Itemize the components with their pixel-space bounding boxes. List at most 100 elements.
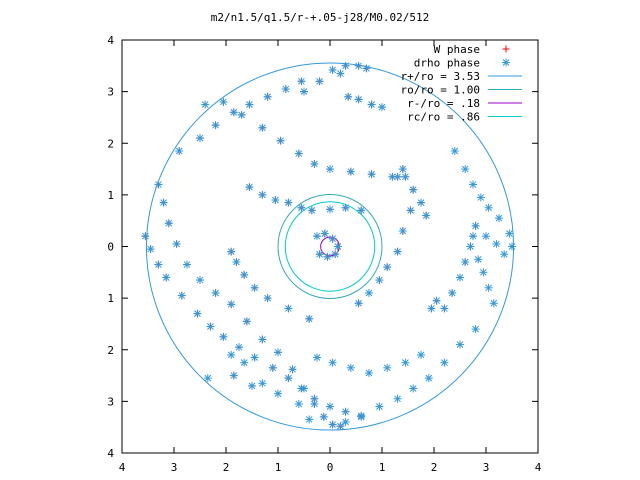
drho-phase-point xyxy=(333,242,342,251)
drho-phase-point xyxy=(175,146,184,155)
x-tick-label: 1 xyxy=(275,461,282,474)
y-tick-label: 1 xyxy=(107,189,114,202)
drho-phase-point xyxy=(328,65,337,74)
x-tick-label: 2 xyxy=(431,461,438,474)
drho-phase-point xyxy=(211,288,220,297)
drho-phase-point xyxy=(237,110,246,119)
y-tick-label: 2 xyxy=(107,344,114,357)
drho-phase-point xyxy=(336,422,345,431)
drho-phase-point xyxy=(461,257,470,266)
drho-phase-point xyxy=(422,211,431,220)
drho-phase-point xyxy=(354,299,363,308)
y-tick-label: 2 xyxy=(107,137,114,150)
drho-phase-point xyxy=(401,172,410,181)
drho-phase-point xyxy=(313,353,321,362)
y-tick-label: 4 xyxy=(107,447,114,460)
drho-phase-point xyxy=(375,402,384,411)
drho-phase-point xyxy=(284,198,293,207)
drho-phase-point xyxy=(367,170,376,179)
drho-phase-point xyxy=(320,229,329,238)
drho-phase-point xyxy=(297,203,306,212)
drho-phase-point xyxy=(323,252,332,261)
drho-phase-point xyxy=(229,371,238,380)
drho-phase-point xyxy=(471,325,480,334)
drho-phase-point xyxy=(341,418,350,427)
drho-phase-point xyxy=(326,165,334,174)
drho-phase-point xyxy=(229,108,238,117)
drho-phase-point xyxy=(310,159,319,168)
drho-phase-point xyxy=(440,358,449,367)
drho-phase-point xyxy=(328,234,337,243)
drho-phase-point xyxy=(479,268,488,277)
drho-phase-point xyxy=(196,134,204,143)
legend-label: drho phase xyxy=(414,57,480,70)
drho-phase-point xyxy=(307,206,316,215)
drho-phase-point xyxy=(245,183,254,192)
drho-phase-point xyxy=(315,77,324,86)
drho-phase-point xyxy=(489,299,498,308)
drho-phase-point xyxy=(183,260,191,269)
drho-phase-point xyxy=(201,100,210,109)
drho-phase-point xyxy=(393,247,402,256)
drho-phase-point xyxy=(326,205,334,214)
drho-phase-point xyxy=(203,374,212,383)
drho-phase-point xyxy=(331,250,340,259)
drho-phase-point xyxy=(196,276,204,285)
drho-phase-series xyxy=(141,61,516,431)
drho-phase-point xyxy=(357,206,366,215)
drho-phase-point xyxy=(248,381,256,390)
drho-phase-point xyxy=(258,335,267,344)
drho-phase-point xyxy=(469,180,477,189)
drho-phase-point xyxy=(154,180,163,189)
drho-phase-point xyxy=(375,276,384,285)
drho-phase-point xyxy=(319,412,328,421)
drho-phase-point xyxy=(284,304,293,313)
drho-phase-point xyxy=(484,283,493,292)
drho-phase-point xyxy=(305,415,314,424)
drho-phase-point xyxy=(294,399,303,408)
drho-phase-point xyxy=(354,95,363,104)
drho-phase-point xyxy=(245,100,254,109)
drho-phase-point xyxy=(326,402,334,411)
drho-phase-point xyxy=(393,172,402,181)
drho-phase-point xyxy=(505,229,514,238)
drho-phase-point xyxy=(300,87,308,96)
drho-phase-point xyxy=(310,394,319,403)
drho-phase-point xyxy=(250,283,259,292)
drho-phase-point xyxy=(263,92,272,101)
chart-title: m2/n1.5/q1.5/r-+.05-j28/M0.02/512 xyxy=(211,11,430,24)
drho-phase-point xyxy=(240,358,249,367)
drho-phase-point xyxy=(159,198,168,207)
drho-phase-point xyxy=(393,394,402,403)
drho-phase-point xyxy=(341,61,350,70)
drho-phase-point xyxy=(398,227,407,236)
drho-phase-point xyxy=(378,103,386,112)
y-tick-label: 3 xyxy=(107,395,114,408)
drho-phase-point xyxy=(250,353,259,362)
drho-phase-point xyxy=(297,384,306,393)
drho-phase-point xyxy=(315,250,324,259)
drho-phase-point xyxy=(341,203,350,212)
drho-phase-point xyxy=(268,363,277,372)
drho-phase-point xyxy=(274,348,282,357)
drho-phase-point xyxy=(346,363,355,372)
drho-phase-point xyxy=(227,247,236,256)
drho-phase-point xyxy=(336,69,345,78)
y-tick-label: 0 xyxy=(107,241,114,254)
drho-phase-point xyxy=(172,239,181,248)
legend-marker-star xyxy=(502,58,510,67)
drho-phase-point xyxy=(508,242,516,251)
legend-marker-plus xyxy=(502,45,510,53)
drho-phase-point xyxy=(328,358,337,367)
drho-phase-point xyxy=(227,350,236,359)
x-tick-label: 4 xyxy=(119,461,126,474)
drho-phase-point xyxy=(417,350,425,359)
drho-phase-point xyxy=(500,250,509,259)
drho-phase-point xyxy=(398,165,407,174)
drho-phase-point xyxy=(383,263,392,272)
drho-phase-point xyxy=(448,288,457,297)
drho-phase-point xyxy=(274,389,282,398)
x-tick-label: 3 xyxy=(171,461,178,474)
